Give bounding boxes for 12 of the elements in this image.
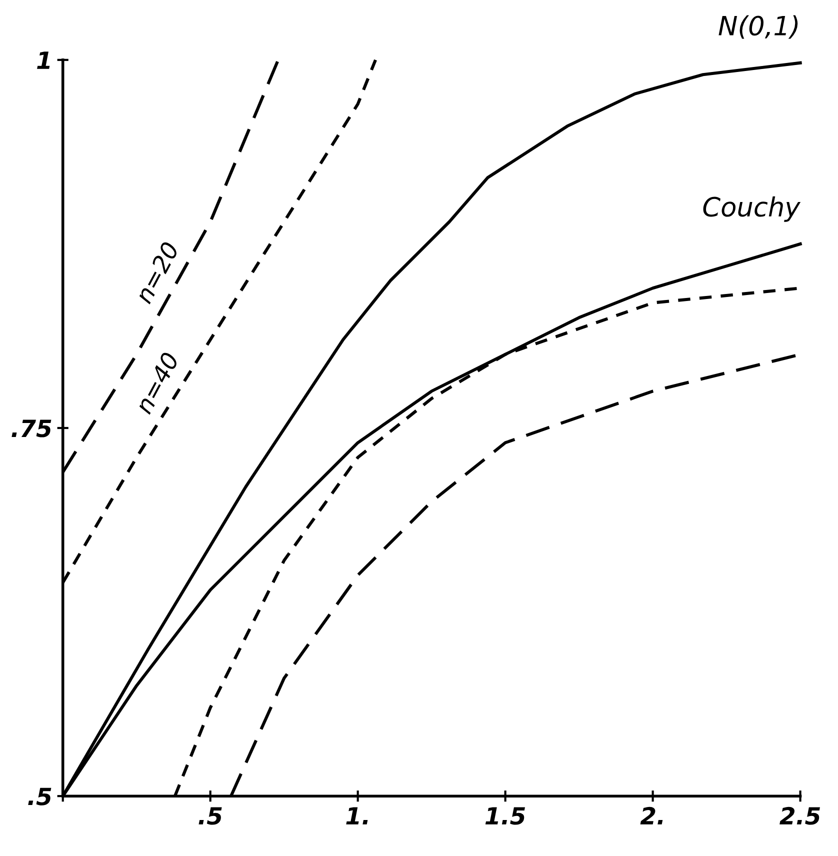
x-tick-label: .5 [198, 807, 222, 825]
text: n=40 [134, 351, 180, 415]
y-tick-label: .75 [12, 420, 52, 438]
x-tick-label: 1.5 [485, 807, 526, 825]
x-tick-label: 2. [640, 806, 663, 824]
series-label: Couchy [703, 196, 801, 222]
x-tick-label: 2.5 [780, 806, 820, 825]
text: n=20 [134, 240, 180, 304]
x-tick-label: 1. [346, 807, 368, 824]
y-tick-label: 1 [37, 52, 50, 69]
series-label: N(0,1) [718, 15, 798, 39]
y-tick-label: .5 [28, 788, 52, 806]
